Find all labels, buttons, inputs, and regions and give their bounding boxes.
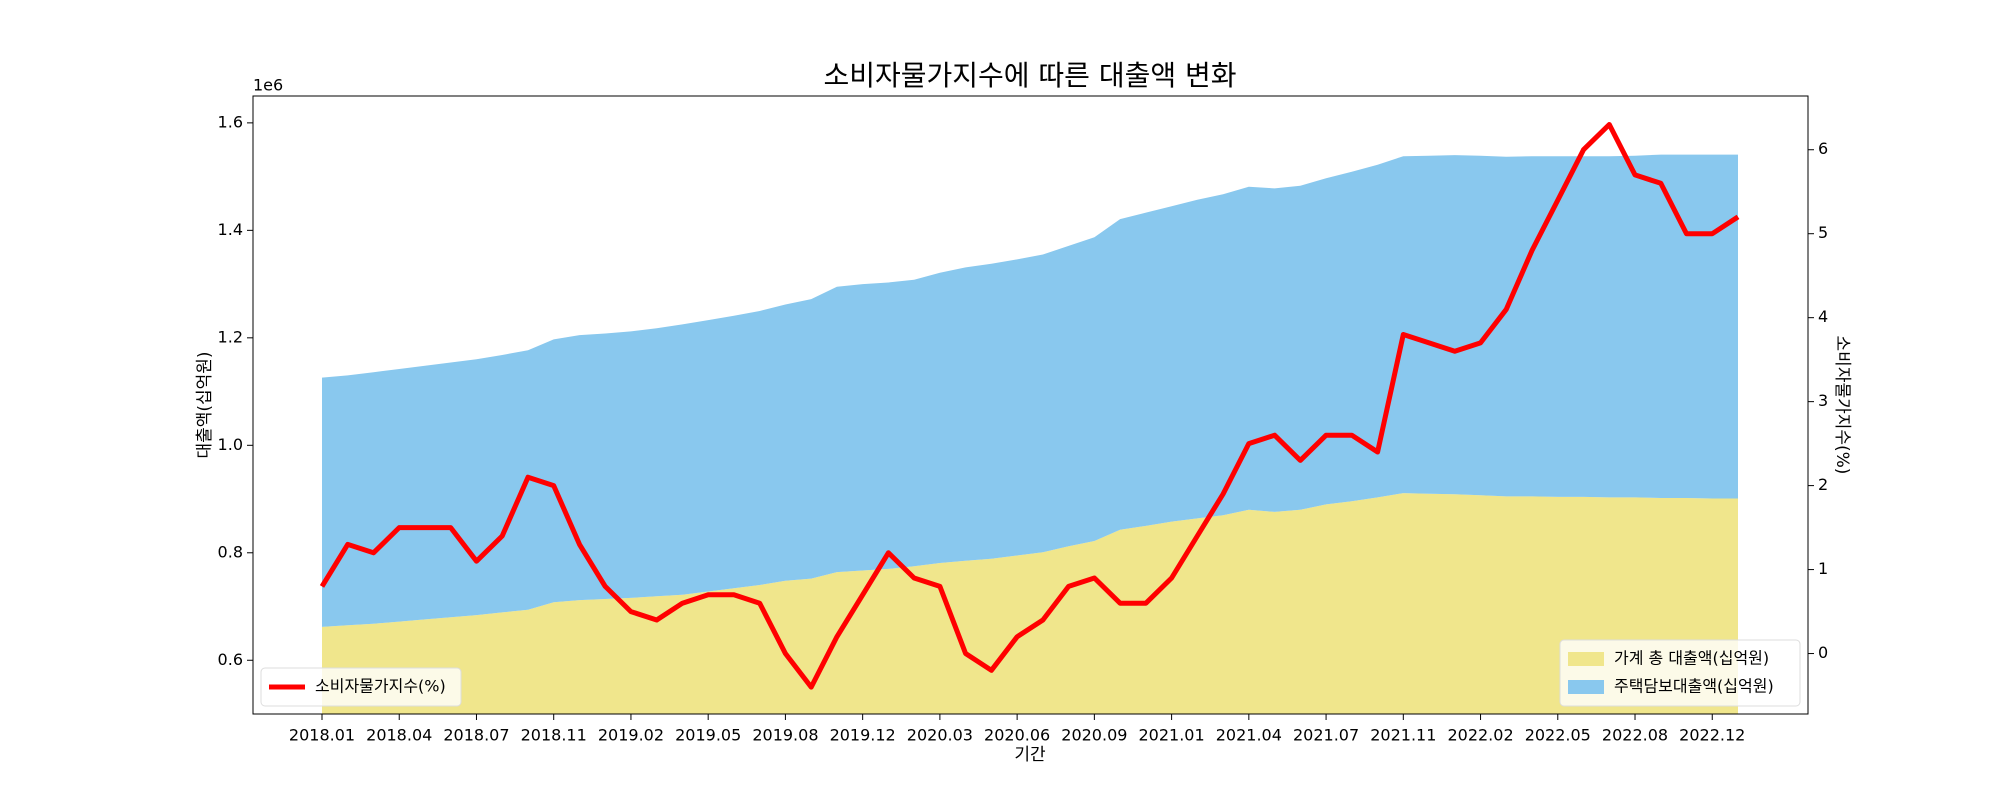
legend: 가계 총 대출액(십억원) 주택담보대출액(십억원) bbox=[1559, 639, 1801, 707]
area bbox=[322, 493, 1738, 714]
y2-tick-label: 3 bbox=[1818, 391, 1828, 410]
legend-label: 가계 총 대출액(십억원) bbox=[1614, 649, 1769, 668]
y-tick-label: 1.2 bbox=[218, 327, 243, 346]
x-tick-label: 2021.04 bbox=[1216, 726, 1282, 745]
x-tick-label: 2022.05 bbox=[1525, 726, 1591, 745]
legend-label: 주택담보대출액(십억원) bbox=[1614, 677, 1774, 696]
y-tick-label: 0.8 bbox=[218, 542, 243, 561]
legend-swatch bbox=[1568, 680, 1604, 694]
y2-tick-label: 6 bbox=[1818, 139, 1828, 158]
x-tick-label: 2018.01 bbox=[289, 726, 355, 745]
legend: 소비자물가지수(%) bbox=[260, 667, 462, 707]
x-tick-label: 2021.11 bbox=[1370, 726, 1436, 745]
y-tick-label: 1.4 bbox=[218, 220, 243, 239]
x-tick-label: 2021.01 bbox=[1139, 726, 1205, 745]
legend-box bbox=[1559, 639, 1801, 707]
x-tick-label: 2020.09 bbox=[1061, 726, 1127, 745]
x-tick-label: 2019.08 bbox=[752, 726, 818, 745]
y2-tick-label: 2 bbox=[1818, 475, 1828, 494]
x-tick-label: 2019.12 bbox=[830, 726, 896, 745]
x-tick-label: 2018.11 bbox=[521, 726, 587, 745]
plot-frame bbox=[252, 95, 1809, 715]
x-axis-label: 기간 bbox=[1014, 745, 1046, 765]
x-tick-label: 2018.04 bbox=[366, 726, 432, 745]
y-tick-label: 0.6 bbox=[218, 650, 243, 669]
chart-title: 소비자물가지수에 따른 대출액 변화 bbox=[823, 59, 1236, 92]
x-tick-label: 2020.03 bbox=[907, 726, 973, 745]
x-tick-label: 2019.05 bbox=[675, 726, 741, 745]
y-tick-label: 1.6 bbox=[218, 112, 243, 131]
x-tick-label: 2021.07 bbox=[1293, 726, 1359, 745]
y2-axis-label: 소비자물가지수(%) bbox=[1832, 336, 1852, 475]
x-tick-label: 2018.07 bbox=[443, 726, 509, 745]
x-tick-label: 2019.02 bbox=[598, 726, 664, 745]
area bbox=[322, 154, 1738, 627]
y-axis-label: 대출액(십억원) bbox=[195, 351, 215, 458]
y-offset-label: 1e6 bbox=[253, 76, 283, 95]
y2-tick-label: 4 bbox=[1818, 307, 1828, 326]
y2-tick-label: 1 bbox=[1818, 559, 1828, 578]
y2-tick-label: 5 bbox=[1818, 223, 1828, 242]
x-tick-label: 2022.08 bbox=[1602, 726, 1668, 745]
y-tick-label: 1.0 bbox=[218, 435, 243, 454]
line bbox=[319, 122, 1740, 690]
legend-swatch bbox=[1568, 652, 1604, 666]
x-tick-label: 2022.02 bbox=[1447, 726, 1513, 745]
y2-tick-label: 0 bbox=[1818, 643, 1828, 662]
legend-label: 소비자물가지수(%) bbox=[315, 677, 446, 696]
legend-box bbox=[260, 667, 462, 707]
x-tick-label: 2020.06 bbox=[984, 726, 1050, 745]
x-tick-label: 2022.12 bbox=[1679, 726, 1745, 745]
